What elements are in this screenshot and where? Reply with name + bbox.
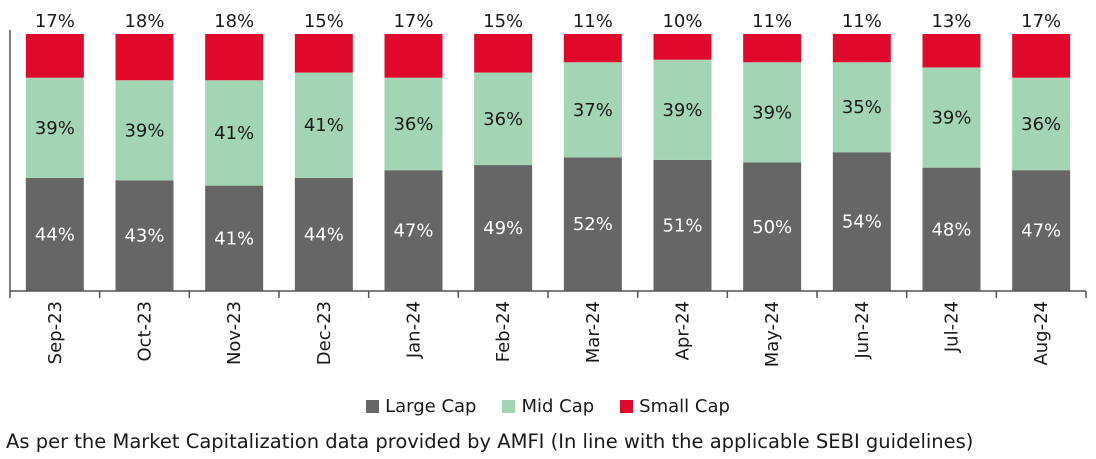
bar-small-cap-sep-23 xyxy=(25,34,84,78)
data-label-large-cap-jun-24: 54% xyxy=(842,212,882,233)
legend-item-mid-cap: Mid Cap xyxy=(502,396,594,417)
legend-swatch-mid-cap xyxy=(502,400,516,413)
data-label-mid-cap-feb-24: 36% xyxy=(483,109,523,130)
data-label-mid-cap-jan-24: 36% xyxy=(393,114,433,135)
x-tick-label-mar-24: Mar-24 xyxy=(583,301,604,363)
data-label-large-cap-may-24: 50% xyxy=(752,217,792,238)
bar-small-cap-nov-23 xyxy=(205,34,264,81)
bar-small-cap-may-24 xyxy=(743,34,802,63)
data-label-small-cap-jun-24: 11% xyxy=(842,11,882,32)
data-label-large-cap-sep-23: 44% xyxy=(35,224,75,245)
data-label-large-cap-aug-24: 47% xyxy=(1021,221,1061,242)
stacked-bar-chart: 44% 39% 17% 43% 39% 18% 41% 41% 18% 44% 41% 15% 47% 3… xyxy=(9,11,1087,367)
data-label-small-cap-apr-24: 10% xyxy=(662,11,702,32)
data-label-large-cap-feb-24: 49% xyxy=(483,218,523,239)
data-label-mid-cap-may-24: 39% xyxy=(752,102,792,123)
data-label-mid-cap-mar-24: 37% xyxy=(573,100,613,121)
bar-large-cap-nov-23 xyxy=(205,185,264,291)
data-label-large-cap-jan-24: 47% xyxy=(393,221,433,242)
bar-small-cap-mar-24 xyxy=(563,34,622,63)
data-label-large-cap-nov-23: 41% xyxy=(214,228,254,249)
x-tick-label-feb-24: Feb-24 xyxy=(493,301,514,362)
bar-mid-cap-nov-23 xyxy=(205,80,264,186)
bar-mid-cap-oct-23 xyxy=(115,80,174,181)
legend-item-small-cap: Small Cap xyxy=(620,396,730,417)
x-tick-label-sep-23: Sep-23 xyxy=(45,301,66,364)
legend-item-large-cap: Large Cap xyxy=(366,396,476,417)
x-tick-label-oct-23: Oct-23 xyxy=(135,301,156,362)
x-tick-label-nov-23: Nov-23 xyxy=(224,301,245,365)
data-label-small-cap-nov-23: 18% xyxy=(214,11,254,32)
bar-mid-cap-aug-24 xyxy=(1012,77,1071,171)
bar-mid-cap-may-24 xyxy=(743,62,802,163)
data-label-large-cap-mar-24: 52% xyxy=(573,214,613,235)
legend-swatch-large-cap xyxy=(366,400,380,413)
data-label-mid-cap-nov-23: 41% xyxy=(214,123,254,144)
bar-mid-cap-mar-24 xyxy=(563,62,622,158)
bar-mid-cap-jun-24 xyxy=(832,62,891,153)
bar-large-cap-jul-24 xyxy=(922,167,981,291)
bar-mid-cap-sep-23 xyxy=(25,77,84,178)
x-tick-label-dec-23: Dec-23 xyxy=(314,301,335,365)
data-label-small-cap-jul-24: 13% xyxy=(931,11,971,32)
legend-label-large-cap: Large Cap xyxy=(385,396,477,417)
data-label-small-cap-dec-23: 15% xyxy=(304,11,344,32)
data-label-small-cap-feb-24: 15% xyxy=(483,11,523,32)
data-label-mid-cap-jun-24: 35% xyxy=(842,97,882,118)
data-label-small-cap-jan-24: 17% xyxy=(393,11,433,32)
bar-small-cap-dec-23 xyxy=(294,34,353,73)
data-label-small-cap-aug-24: 17% xyxy=(1021,11,1061,32)
data-label-mid-cap-oct-23: 39% xyxy=(124,120,164,141)
legend-label-small-cap: Small Cap xyxy=(639,396,730,417)
bar-large-cap-dec-23 xyxy=(294,177,353,291)
x-tick-label-jun-24: Jun-24 xyxy=(852,301,873,360)
bar-large-cap-sep-23 xyxy=(25,177,84,291)
legend: Large Cap Mid Cap Small Cap xyxy=(0,396,1096,417)
bar-large-cap-oct-23 xyxy=(115,180,174,291)
data-label-small-cap-sep-23: 17% xyxy=(35,11,75,32)
bar-small-cap-jan-24 xyxy=(384,34,443,78)
bar-small-cap-jul-24 xyxy=(922,34,981,68)
bar-small-cap-oct-23 xyxy=(115,34,174,81)
x-tick-label-apr-24: Apr-24 xyxy=(673,301,694,360)
bar-large-cap-may-24 xyxy=(743,162,802,291)
bar-mid-cap-jan-24 xyxy=(384,77,443,171)
data-label-large-cap-dec-23: 44% xyxy=(304,224,344,245)
bar-small-cap-apr-24 xyxy=(653,34,712,60)
data-label-large-cap-oct-23: 43% xyxy=(124,226,164,247)
footnote: As per the Market Capitalization data pr… xyxy=(6,430,974,453)
data-label-large-cap-jul-24: 48% xyxy=(931,219,971,240)
bar-mid-cap-jul-24 xyxy=(922,67,981,168)
bar-small-cap-jun-24 xyxy=(832,34,891,63)
bar-large-cap-aug-24 xyxy=(1012,170,1071,291)
bar-large-cap-apr-24 xyxy=(653,159,712,291)
bar-mid-cap-apr-24 xyxy=(653,59,712,160)
bar-mid-cap-feb-24 xyxy=(474,72,533,166)
x-tick-label-aug-24: Aug-24 xyxy=(1031,301,1052,366)
data-label-small-cap-may-24: 11% xyxy=(752,11,792,32)
data-label-mid-cap-sep-23: 39% xyxy=(35,118,75,139)
legend-swatch-small-cap xyxy=(620,400,634,413)
data-label-large-cap-apr-24: 51% xyxy=(662,215,702,236)
bar-small-cap-aug-24 xyxy=(1012,34,1071,78)
x-tick-label-jan-24: Jan-24 xyxy=(404,301,425,359)
bar-large-cap-feb-24 xyxy=(474,165,533,291)
x-tick-label-may-24: May-24 xyxy=(762,301,783,367)
data-label-mid-cap-apr-24: 39% xyxy=(662,100,702,121)
data-label-small-cap-oct-23: 18% xyxy=(124,11,164,32)
bar-large-cap-jan-24 xyxy=(384,170,443,291)
legend-label-mid-cap: Mid Cap xyxy=(521,396,595,417)
bar-large-cap-jun-24 xyxy=(832,152,891,291)
bar-mid-cap-dec-23 xyxy=(294,72,353,178)
x-tick-label-jul-24: Jul-24 xyxy=(942,301,963,353)
data-label-mid-cap-jul-24: 39% xyxy=(931,108,971,129)
bar-large-cap-mar-24 xyxy=(563,157,622,291)
bar-small-cap-feb-24 xyxy=(474,34,533,73)
data-label-small-cap-mar-24: 11% xyxy=(573,11,613,32)
data-label-mid-cap-aug-24: 36% xyxy=(1021,114,1061,135)
data-label-mid-cap-dec-23: 41% xyxy=(304,115,344,136)
